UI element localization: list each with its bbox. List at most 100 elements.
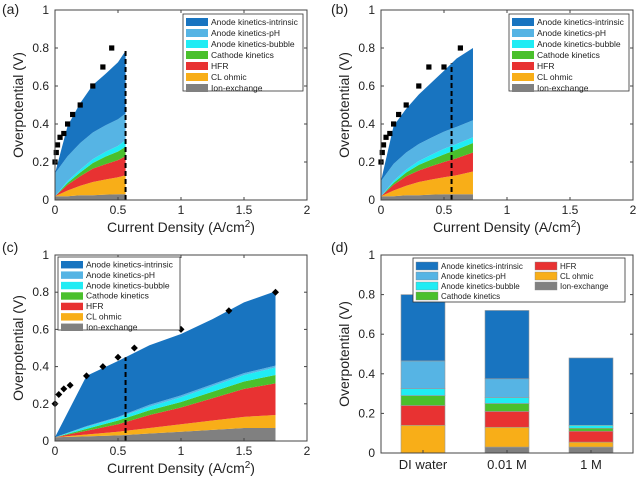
legend-swatch — [186, 84, 208, 92]
area-hfr — [55, 156, 126, 197]
legend-swatch — [512, 73, 534, 81]
y-tick-label: 1 — [42, 3, 49, 17]
y-tick-label: 0 — [368, 193, 375, 207]
legend-swatch — [512, 84, 534, 92]
legend-label: Ion-exchange — [211, 83, 263, 93]
y-tick-label: 0.4 — [32, 360, 49, 374]
area-anode-kinetics-intrinsic — [55, 50, 126, 174]
marker-point — [380, 142, 387, 148]
bar-anode-kinetics-intrinsic — [568, 357, 614, 426]
legend-label: Anode kinetics-bubble — [537, 39, 621, 49]
legend-swatch — [61, 323, 83, 331]
y-tick-label: 0.6 — [358, 327, 375, 341]
legend-swatch — [415, 261, 439, 271]
marker-point — [60, 385, 68, 393]
legend-swatch — [186, 40, 208, 48]
x-tick-label: 1 — [504, 203, 511, 217]
legend-swatch — [186, 73, 208, 81]
marker-point — [114, 353, 122, 361]
y-tick-label: 0 — [42, 434, 49, 448]
legend-label: Ion-exchange — [86, 322, 138, 332]
marker-point — [403, 102, 409, 108]
axes-frame — [54, 254, 308, 442]
bar-cathode-kinetics — [484, 403, 530, 412]
panel-a: 0 0.5 1 1.5 2 Current Density (A/cm2) 0 0.2 0.4 0… — [2, 1, 311, 235]
y-tick-label: 0.2 — [32, 397, 49, 411]
marker-point — [57, 134, 63, 140]
marker-point — [383, 134, 389, 140]
legend-label: Anode kinetics-intrinsic — [441, 262, 523, 271]
legend-swatch — [534, 281, 558, 291]
area-anode-kinetics-intrinsic — [381, 48, 473, 181]
bar-anode-kinetics-bubble — [400, 388, 446, 396]
axes-frame — [54, 9, 308, 201]
x-tick-label: 1.5 — [236, 203, 253, 217]
legend-swatch — [512, 29, 534, 37]
y-tick-label: 0.4 — [32, 117, 49, 131]
marker-point — [109, 45, 115, 51]
marker-point — [83, 372, 90, 380]
legend-swatch — [61, 281, 83, 290]
area-cl-ohmic — [55, 175, 126, 197]
bar-cl-ohmic — [484, 426, 530, 448]
marker-point — [457, 45, 463, 51]
legend-label: Anode kinetics-pH — [86, 270, 155, 280]
area-hfr — [381, 152, 473, 197]
panel-d: DI water 0.01 M 1 M 0 0.2 0.4 0.6 0.8 1 Overpoten… — [331, 239, 634, 472]
legend-swatch — [61, 313, 83, 321]
legend-swatch — [512, 40, 534, 48]
legend-swatch — [512, 18, 534, 26]
y-tick-label: 0 — [368, 446, 375, 460]
legend-label: Anode kinetics-intrinsic — [537, 17, 625, 27]
bar-hfr — [400, 405, 446, 426]
panel-c: 0 0.5 1 1.5 2 Current Density (A/cm2) 0 0.2 0.4 0… — [2, 239, 311, 476]
x-axis-label: Current Density (A/cm2) — [433, 219, 581, 235]
marker-point — [61, 130, 67, 137]
marker-point — [426, 64, 432, 70]
legend-label: Anode kinetics-intrinsic — [86, 259, 174, 269]
x-tick-label: 0 — [378, 203, 385, 217]
legend-label: HFR — [560, 262, 577, 271]
legend-swatch — [186, 62, 208, 70]
x-tick-label: 0 — [52, 444, 59, 458]
area-anode-kinetics-intrinsic — [55, 291, 276, 438]
legend-label: CL ohmic — [211, 72, 247, 82]
axes-frame — [380, 9, 634, 201]
y-axis-label: Overpotential (V) — [336, 52, 352, 158]
marker-point — [387, 130, 393, 137]
x-tick-label: 2 — [304, 203, 311, 217]
legend-swatch — [512, 62, 534, 70]
y-tick-label: 0.8 — [32, 41, 49, 55]
legend-label: Anode kinetics-pH — [441, 272, 506, 281]
y-tick-label: 0.8 — [32, 285, 49, 299]
marker-point — [99, 363, 107, 371]
bar-cl-ohmic — [568, 441, 614, 448]
marker-point — [77, 102, 83, 108]
y-tick-label: 0.8 — [358, 288, 375, 302]
legend-swatch — [512, 51, 534, 59]
legend-box — [412, 257, 626, 303]
x-tick-label: 0.5 — [110, 444, 127, 458]
x-tick-label: 0.5 — [110, 203, 127, 217]
y-tick-label: 0.8 — [358, 41, 375, 55]
legend-label: HFR — [211, 61, 228, 71]
legend-label: Cathode kinetics — [211, 50, 274, 60]
bar-hfr — [484, 411, 530, 428]
area-anode-kinetics-ph — [55, 365, 276, 438]
marker-point — [272, 288, 279, 296]
x-tick-label: 1 — [178, 444, 185, 458]
marker-point — [379, 149, 385, 156]
legend-label: Anode kinetics-intrinsic — [211, 17, 299, 27]
panel-b: 0 0.5 1 1.5 2 Current Density (A/cm2) 0 0.2 0.4 0… — [331, 1, 637, 235]
legend-label: Anode kinetics-bubble — [211, 39, 295, 49]
legend-swatch — [186, 18, 208, 26]
marker-point — [416, 83, 422, 89]
bar-cathode-kinetics — [568, 427, 614, 432]
legend-label: HFR — [537, 61, 554, 71]
area-anode-kinetics-bubble — [55, 140, 126, 197]
legend-label: CL ohmic — [86, 312, 122, 322]
y-tick-label: 0.2 — [358, 406, 375, 420]
y-axis-label: Overpotential (V) — [10, 295, 26, 401]
bar-anode-kinetics-intrinsic — [484, 310, 530, 380]
